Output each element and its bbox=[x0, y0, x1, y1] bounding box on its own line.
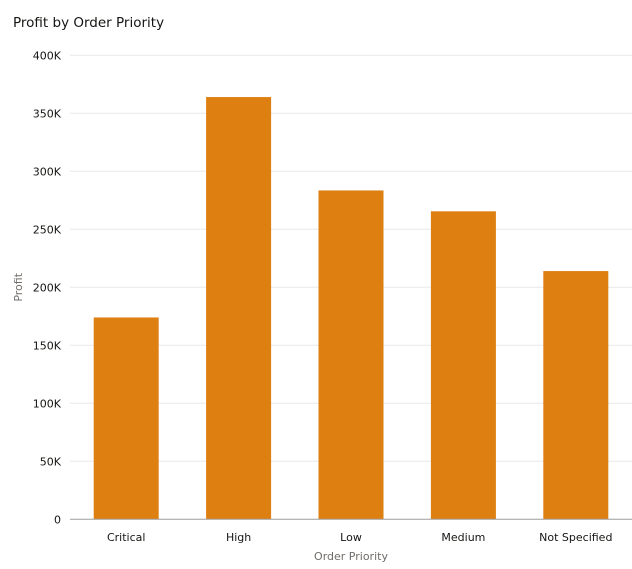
bar-not-specified bbox=[543, 271, 609, 520]
bar-high bbox=[206, 97, 272, 520]
x-tick-label: Medium bbox=[441, 531, 485, 544]
x-tick-label: Critical bbox=[107, 531, 145, 544]
bar-medium bbox=[430, 211, 496, 520]
x-tick-label: High bbox=[226, 531, 251, 544]
chart-title: Profit by Order Priority bbox=[13, 15, 165, 31]
bar-critical bbox=[93, 317, 159, 520]
y-tick-label: 300K bbox=[33, 165, 62, 178]
y-tick-label: 250K bbox=[33, 223, 62, 236]
y-tick-label: 350K bbox=[33, 107, 62, 120]
x-axis-title: Order Priority bbox=[314, 550, 388, 563]
y-tick-label: 150K bbox=[33, 339, 62, 352]
y-tick-label: 400K bbox=[33, 49, 62, 62]
y-tick-label: 100K bbox=[33, 397, 62, 410]
x-tick-label: Low bbox=[340, 531, 362, 544]
y-axis-title: Profit bbox=[12, 272, 25, 301]
x-tick-label: Not Specified bbox=[539, 531, 612, 544]
y-tick-label: 50K bbox=[40, 455, 62, 468]
y-tick-label: 200K bbox=[33, 281, 62, 294]
bar-low bbox=[318, 190, 384, 520]
y-tick-label: 0 bbox=[54, 513, 61, 526]
